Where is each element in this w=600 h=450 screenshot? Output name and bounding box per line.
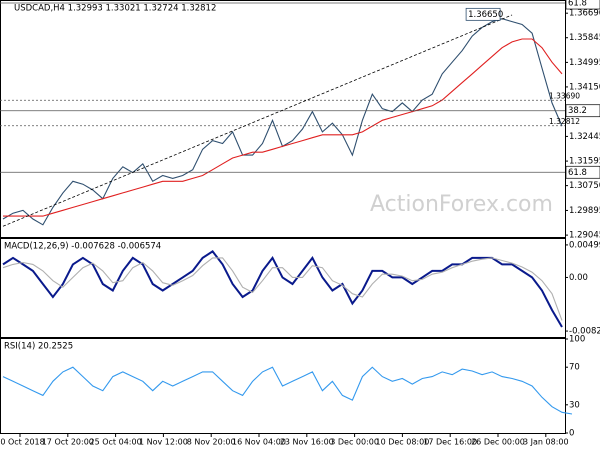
- level-label: 1.32812: [549, 117, 580, 126]
- high-label-box: [465, 7, 501, 21]
- y-tick-label: 0.00: [569, 273, 588, 283]
- level-label-box: [565, 0, 600, 10]
- series-line: [2, 257, 563, 321]
- y-tick-label: 0.004993: [569, 240, 600, 250]
- y-tick-label: 30: [569, 400, 580, 410]
- x-tick-label: 8 Nov 20:00: [187, 438, 236, 447]
- watermark: ActionForex.com: [370, 192, 553, 217]
- trendline: [2, 14, 513, 227]
- level-label-box: [565, 165, 600, 179]
- y-tick-label: 1.34995: [569, 58, 600, 68]
- x-tick-label: 16 Nov 04:00: [232, 438, 286, 447]
- x-tick-label: 10 Dec 08:00: [375, 438, 429, 447]
- rsi-panel: [0, 338, 566, 434]
- level-label: 38.2: [568, 106, 587, 116]
- series-line: [3, 38, 563, 217]
- y-tick-label: 1.34150: [569, 82, 600, 92]
- y-tick-label: 1.35845: [569, 33, 600, 43]
- level-label-box: [565, 104, 600, 118]
- y-tick-label: 1.32445: [569, 132, 600, 142]
- macd-title: MACD(12,26,9) -0.007628 -0.006574: [4, 242, 161, 252]
- x-tick-label: 3 Dec 00:00: [330, 438, 379, 447]
- price-panel: [0, 0, 566, 238]
- x-tick-label: 10 Oct 2018: [0, 438, 45, 447]
- chart-title: USDCAD,H4 1.32993 1.33021 1.32724 1.3281…: [14, 4, 216, 14]
- x-tick-label: 23 Nov 16:00: [280, 438, 334, 447]
- series-line: [2, 366, 573, 415]
- macd-panel: [0, 238, 566, 338]
- y-tick-label: 1.29045: [569, 231, 600, 241]
- y-tick-label: 1.31595: [569, 157, 600, 167]
- y-tick-label: 1.30750: [569, 181, 600, 191]
- high-label: 1.36650: [468, 10, 503, 20]
- x-tick-label: 3 Jan 08:00: [523, 438, 569, 447]
- x-tick-label: 17 Oct 20:00: [42, 438, 94, 447]
- y-tick-label: 70: [569, 363, 580, 373]
- level-label: 61.8: [568, 0, 587, 9]
- y-tick-label: 1.36690: [569, 9, 600, 19]
- x-tick-label: 26 Dec 00:00: [471, 438, 525, 447]
- level-label: 61.8: [568, 168, 587, 178]
- y-tick-label: 1.29895: [569, 206, 600, 216]
- x-tick-label: 17 Dec 16:00: [423, 438, 477, 447]
- y-tick-label: 0: [569, 429, 574, 439]
- y-tick-label: -0.008229: [569, 327, 600, 337]
- x-tick-label: 1 Nov 12:00: [139, 438, 188, 447]
- rsi-title: RSI(14) 20.2525: [4, 342, 73, 352]
- level-label: 1.33690: [549, 91, 580, 100]
- series-line: [2, 250, 563, 328]
- x-tick-label: 25 Oct 04:00: [90, 438, 142, 447]
- y-tick-label: 100: [569, 335, 585, 345]
